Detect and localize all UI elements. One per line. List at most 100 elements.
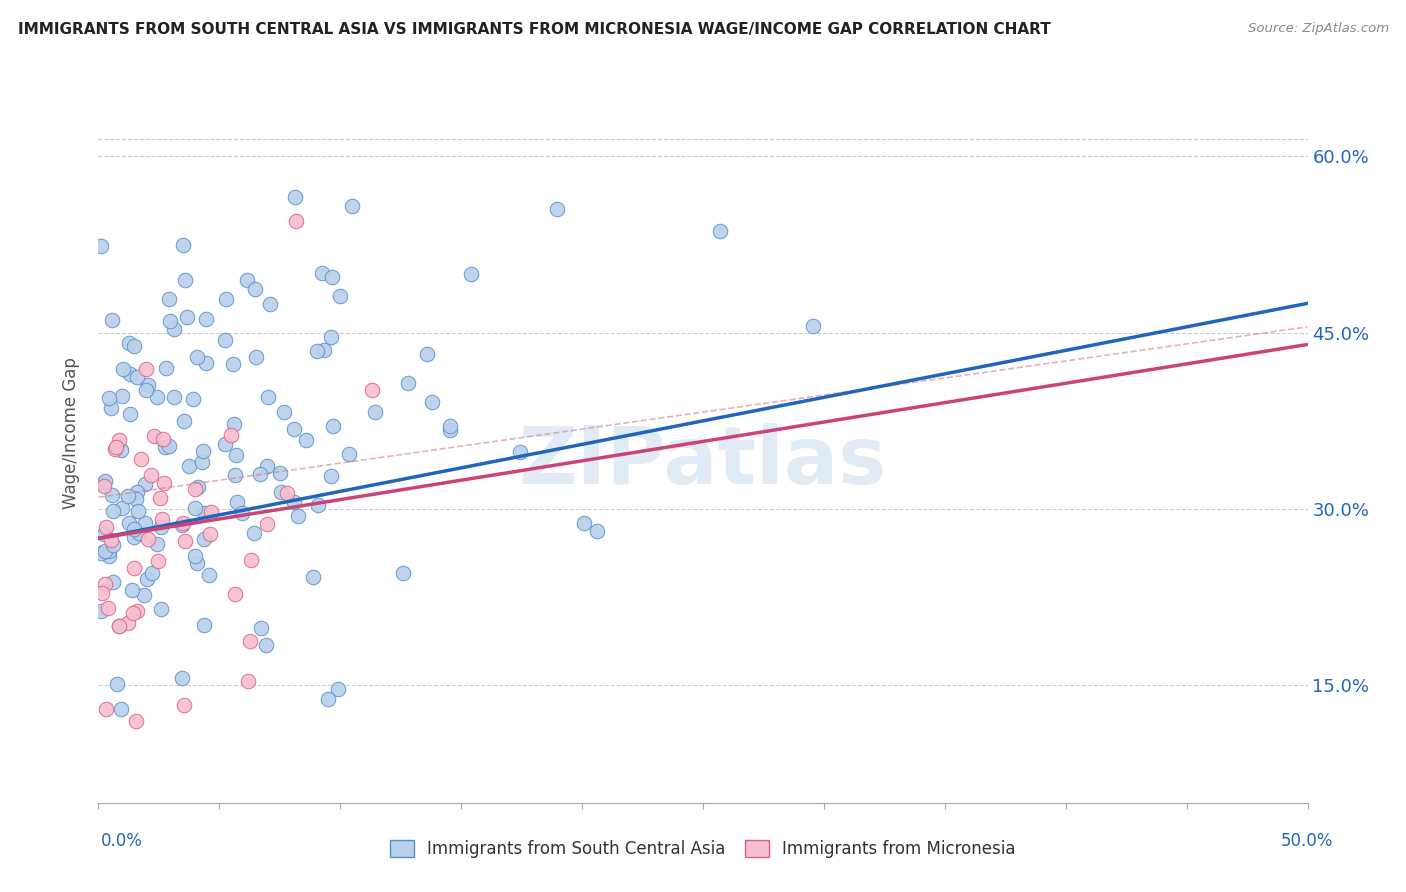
Point bbox=[108, 618, 131, 632]
Point bbox=[259, 297, 281, 311]
Point bbox=[148, 554, 170, 568]
Point bbox=[392, 566, 415, 580]
Point bbox=[460, 268, 482, 282]
Point bbox=[124, 492, 146, 507]
Point bbox=[361, 383, 384, 397]
Point bbox=[321, 330, 343, 344]
Point bbox=[100, 488, 122, 502]
Point bbox=[118, 336, 141, 351]
Point bbox=[170, 518, 193, 533]
Point bbox=[163, 390, 186, 404]
Point bbox=[193, 617, 215, 632]
Point bbox=[124, 560, 146, 574]
Point bbox=[134, 516, 156, 530]
Point bbox=[103, 575, 125, 590]
Point bbox=[127, 484, 149, 499]
Point bbox=[155, 441, 177, 455]
Point bbox=[110, 442, 132, 457]
Point bbox=[295, 433, 318, 447]
Point bbox=[439, 418, 461, 433]
Point bbox=[152, 432, 174, 446]
Point bbox=[319, 468, 342, 483]
Point bbox=[176, 310, 198, 325]
Point bbox=[243, 282, 266, 296]
Point bbox=[125, 714, 148, 729]
Point bbox=[153, 476, 176, 491]
Point bbox=[195, 312, 218, 326]
Point bbox=[215, 293, 238, 307]
Legend: Immigrants from South Central Asia, Immigrants from Micronesia: Immigrants from South Central Asia, Immi… bbox=[384, 833, 1022, 865]
Point bbox=[709, 223, 731, 237]
Point bbox=[135, 383, 157, 397]
Point bbox=[101, 538, 124, 552]
Point bbox=[311, 266, 333, 280]
Point bbox=[239, 553, 262, 567]
Point bbox=[283, 422, 305, 436]
Point bbox=[173, 273, 195, 287]
Point bbox=[221, 427, 243, 442]
Point bbox=[173, 533, 195, 548]
Point bbox=[157, 439, 180, 453]
Point bbox=[135, 572, 157, 586]
Point bbox=[159, 313, 181, 327]
Point bbox=[337, 447, 360, 461]
Point bbox=[302, 570, 325, 584]
Point bbox=[98, 549, 121, 563]
Point bbox=[127, 504, 149, 518]
Point bbox=[236, 273, 259, 287]
Point bbox=[214, 436, 236, 450]
Point bbox=[224, 467, 246, 482]
Point bbox=[172, 516, 194, 530]
Point bbox=[257, 390, 280, 404]
Point bbox=[155, 361, 177, 376]
Point bbox=[181, 392, 204, 406]
Point bbox=[173, 414, 195, 428]
Point bbox=[224, 587, 246, 601]
Point bbox=[104, 442, 127, 457]
Point bbox=[118, 516, 141, 530]
Point bbox=[509, 445, 531, 459]
Point bbox=[225, 448, 247, 462]
Point bbox=[270, 485, 292, 500]
Point bbox=[250, 621, 273, 635]
Point bbox=[200, 527, 222, 541]
Point bbox=[134, 476, 156, 491]
Point bbox=[194, 506, 217, 520]
Point bbox=[122, 530, 145, 544]
Point bbox=[149, 491, 172, 505]
Point bbox=[284, 189, 307, 203]
Point bbox=[222, 357, 245, 371]
Point bbox=[90, 604, 112, 618]
Point bbox=[135, 361, 157, 376]
Point bbox=[111, 389, 134, 403]
Point bbox=[173, 698, 195, 713]
Point bbox=[420, 394, 443, 409]
Point bbox=[98, 543, 121, 558]
Point bbox=[572, 516, 595, 531]
Point bbox=[150, 602, 173, 616]
Point bbox=[93, 527, 115, 541]
Point bbox=[121, 582, 143, 597]
Point bbox=[141, 566, 163, 580]
Point bbox=[90, 546, 112, 560]
Point bbox=[101, 313, 124, 327]
Point bbox=[91, 586, 114, 600]
Point bbox=[136, 532, 159, 546]
Point bbox=[170, 671, 193, 685]
Point bbox=[110, 501, 132, 516]
Point bbox=[97, 601, 120, 615]
Point bbox=[128, 525, 150, 540]
Point bbox=[318, 691, 340, 706]
Point bbox=[136, 378, 159, 392]
Point bbox=[249, 467, 271, 482]
Point bbox=[245, 350, 267, 364]
Point bbox=[90, 239, 112, 253]
Point bbox=[172, 238, 194, 252]
Point bbox=[131, 452, 153, 467]
Point bbox=[243, 525, 266, 540]
Point bbox=[163, 322, 186, 336]
Point bbox=[91, 477, 114, 491]
Point bbox=[150, 512, 173, 526]
Point bbox=[120, 367, 142, 381]
Point bbox=[329, 289, 352, 303]
